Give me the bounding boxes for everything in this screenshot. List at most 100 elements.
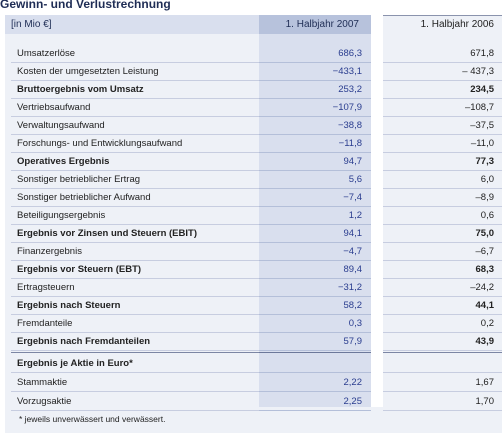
row-label: Kosten der umgesetzten Leistung	[17, 66, 159, 77]
row-separator	[259, 224, 371, 225]
table-row: Stammaktie 2,22 1,67	[5, 374, 502, 391]
row-separator	[259, 296, 371, 297]
row-separator	[11, 152, 259, 153]
eps-heading: Ergebnis je Aktie in Euro*	[17, 358, 133, 369]
table-row: Finanzergebnis −4,7 –6,7	[5, 243, 502, 260]
row-separator	[383, 314, 502, 315]
row-separator	[11, 134, 259, 135]
header-2007-cell	[259, 15, 371, 34]
row-separator	[259, 152, 371, 153]
value-2007: 253,2	[338, 84, 362, 95]
value-2006: 671,8	[470, 48, 494, 59]
row-separator	[383, 242, 502, 243]
unit-label: [in Mio €]	[11, 19, 52, 30]
table-row: Vorzugsaktie 2,25 1,70	[5, 393, 502, 410]
row-separator	[11, 350, 259, 351]
row-label: Sonstiger betrieblicher Aufwand	[17, 192, 151, 203]
footnote: * jeweils unverwässert und verwässert.	[19, 414, 166, 424]
row-separator	[259, 206, 371, 207]
row-separator	[11, 352, 259, 353]
row-label: Finanzergebnis	[17, 246, 82, 257]
table-row: Vertriebsaufwand −107,9 –108,7	[5, 99, 502, 116]
eps-heading-row: Ergebnis je Aktie in Euro*	[5, 355, 502, 372]
value-2006: 77,3	[475, 156, 495, 167]
value-2007: 1,2	[348, 210, 362, 221]
row-label: Ergebnis nach Steuern	[17, 300, 121, 311]
value-2006: –8,9	[475, 192, 495, 203]
value-2006: 0,2	[480, 318, 494, 329]
value-2007: 89,4	[343, 264, 363, 275]
value-2006: –11,0	[470, 138, 494, 149]
row-separator	[383, 152, 502, 153]
table-row: Sonstiger betrieblicher Ertrag 5,6 6,0	[5, 171, 502, 188]
row-label: Operatives Ergebnis	[17, 156, 110, 167]
row-separator	[11, 332, 259, 333]
row-label: Sonstiger betrieblicher Ertrag	[17, 174, 141, 185]
row-separator	[259, 314, 371, 315]
table-header: [in Mio €] 1. Halbjahr 2007 1. Halbjahr …	[5, 15, 502, 34]
table-row: Forschungs- und Entwicklungsaufwand −11,8…	[5, 135, 502, 152]
value-2006: 1,70	[475, 396, 495, 407]
row-label: Verwaltungsaufwand	[17, 120, 105, 131]
row-separator	[11, 188, 259, 189]
value-2007: 5,6	[348, 174, 362, 185]
row-separator	[259, 332, 371, 333]
table-row: Bruttoergebnis vom Umsatz 253,2 234,5	[5, 81, 502, 98]
row-label: Bruttoergebnis vom Umsatz	[17, 84, 144, 95]
row-separator	[259, 62, 371, 63]
row-separator	[259, 372, 371, 373]
table-row: Ergebnis nach Fremdanteilen 57,9 43,9	[5, 333, 502, 350]
table-row: Umsatzerlöse 686,3 671,8	[5, 45, 502, 62]
header-2007: 1. Halbjahr 2007	[285, 19, 359, 30]
row-separator	[259, 260, 371, 261]
row-separator	[383, 372, 502, 373]
value-2006: 68,3	[475, 264, 495, 275]
value-2007: 94,1	[343, 228, 363, 239]
footnote-area	[5, 407, 502, 433]
value-2007: −433,1	[332, 66, 362, 77]
value-2007: 686,3	[338, 48, 362, 59]
row-separator	[259, 170, 371, 171]
value-2007: −107,9	[332, 102, 362, 113]
table-row: Ertragsteuern −31,2 –24,2	[5, 279, 502, 296]
row-separator	[383, 278, 502, 279]
row-separator	[383, 116, 502, 117]
row-separator	[11, 170, 259, 171]
row-label: Umsatzerlöse	[17, 48, 76, 59]
table-row: Fremdanteile 0,3 0,2	[5, 315, 502, 332]
value-2006: –24,2	[470, 282, 494, 293]
value-2006: –6,7	[475, 246, 495, 257]
row-separator	[259, 116, 371, 117]
row-separator	[259, 188, 371, 189]
row-separator	[383, 62, 502, 63]
row-separator	[259, 410, 371, 411]
row-separator	[11, 224, 259, 225]
value-2007: −11,8	[338, 138, 362, 149]
row-separator	[11, 98, 259, 99]
table-row: Operatives Ergebnis 94,7 77,3	[5, 153, 502, 170]
row-label: Vorzugsaktie	[17, 396, 72, 407]
row-separator	[11, 372, 259, 373]
row-separator	[383, 260, 502, 261]
row-label: Stammaktie	[17, 377, 68, 388]
value-2006: 6,0	[480, 174, 494, 185]
value-2007: 2,22	[343, 377, 363, 388]
row-separator	[383, 206, 502, 207]
value-2007: 94,7	[343, 156, 363, 167]
value-2007: −4,7	[343, 246, 362, 257]
table-row: Ergebnis vor Zinsen und Steuern (EBIT) 94…	[5, 225, 502, 242]
income-statement-table: [in Mio €] 1. Halbjahr 2007 1. Halbjahr …	[5, 15, 502, 433]
value-2007: 0,3	[348, 318, 362, 329]
value-2007: 58,2	[343, 300, 363, 311]
row-separator	[259, 391, 371, 392]
value-2006: –37,5	[470, 120, 494, 131]
row-separator	[11, 260, 259, 261]
row-separator	[11, 410, 259, 411]
row-separator	[383, 98, 502, 99]
row-label: Ergebnis vor Zinsen und Steuern (EBIT)	[17, 228, 197, 239]
value-2007: −7,4	[343, 192, 362, 203]
row-label: Fremdanteile	[17, 318, 73, 329]
value-2007: 2,25	[343, 396, 363, 407]
row-separator	[11, 391, 259, 392]
value-2007: 57,9	[343, 336, 363, 347]
